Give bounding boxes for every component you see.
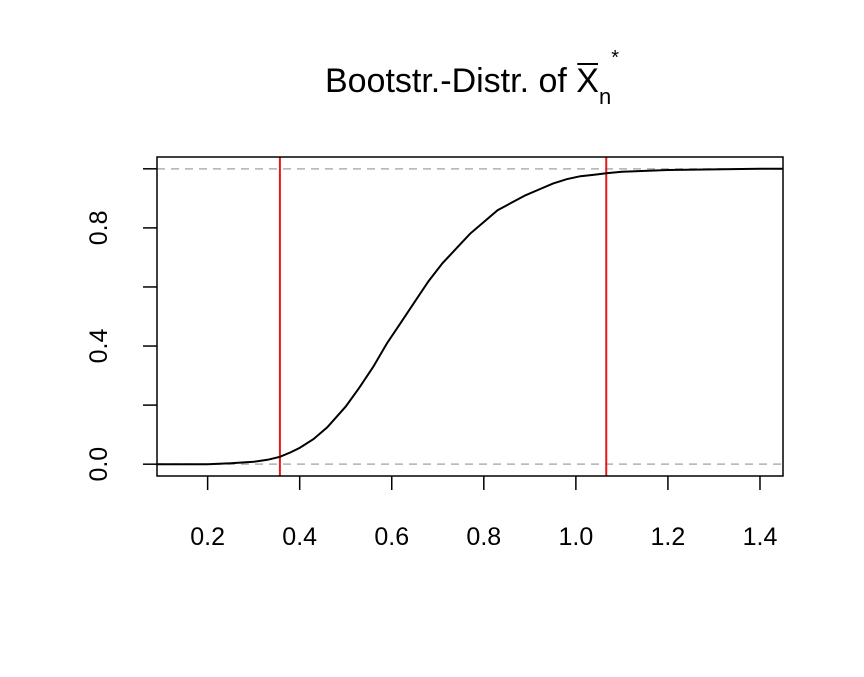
- chart-title-prefix: Bootstr.-Distr. of: [325, 62, 576, 100]
- x-tick-label: 0.4: [282, 523, 317, 551]
- x-tick-label: 1.2: [651, 523, 686, 551]
- x-axis: 0.2 0.4 0.6 0.8 1.0 1.2 1.4: [190, 476, 777, 551]
- chart-title-symbol: X: [576, 62, 599, 100]
- plot-frame: [156, 156, 784, 477]
- chart-title: Bootstr.-Distr. of Xn*: [325, 47, 619, 109]
- x-tick-label: 0.6: [374, 523, 409, 551]
- x-tick-label: 1.0: [558, 523, 593, 551]
- x-tick-label: 0.8: [466, 523, 501, 551]
- ecdf-line: [157, 167, 783, 466]
- y-tick-label: 0.8: [85, 211, 113, 246]
- chart-title-subscript: n: [599, 84, 611, 109]
- y-tick-label: 0.0: [85, 447, 113, 482]
- chart-title-superscript: *: [611, 47, 619, 69]
- x-tick-label: 0.2: [190, 523, 225, 551]
- x-tick-label: 1.4: [743, 523, 778, 551]
- y-tick-label: 0.4: [85, 329, 113, 364]
- y-axis: 0.0 0.4 0.8: [85, 168, 157, 482]
